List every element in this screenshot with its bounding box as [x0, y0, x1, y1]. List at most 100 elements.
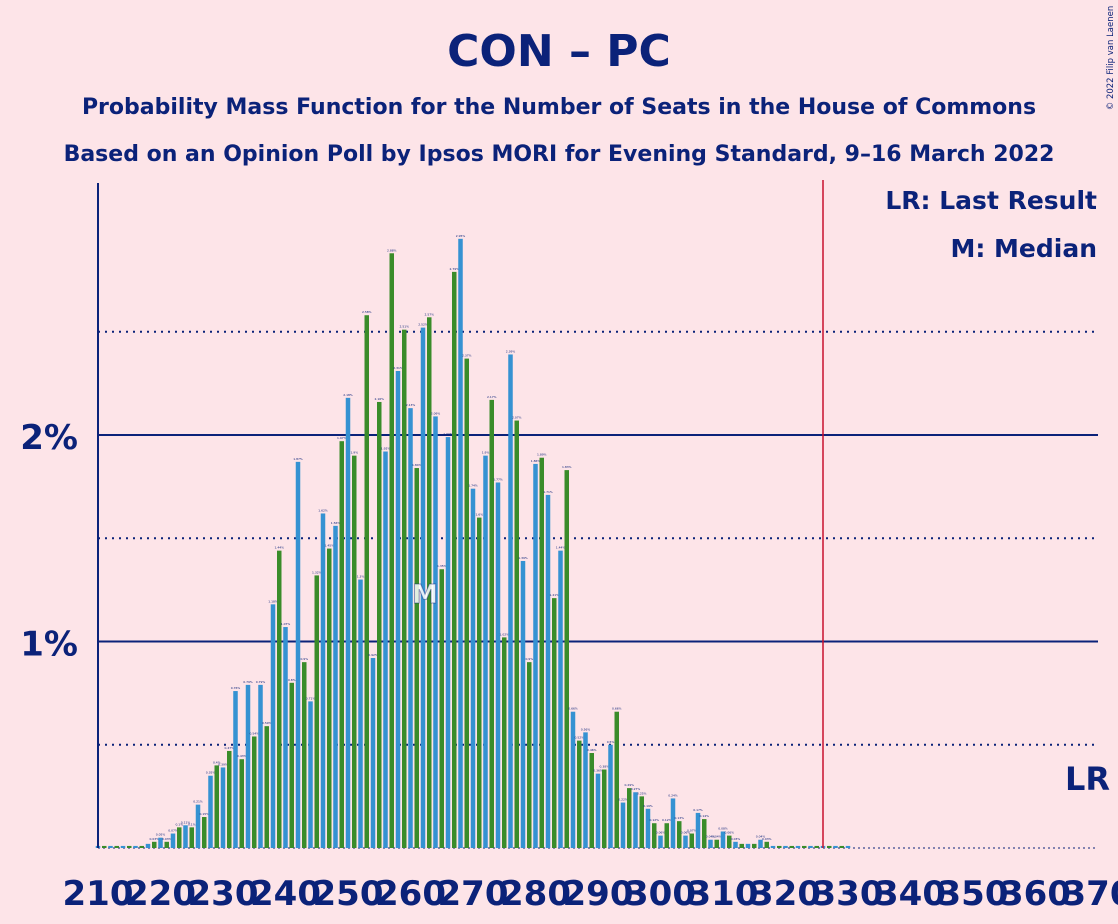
- bar: [327, 548, 332, 848]
- x-axis: 2102202302402502602702802903003103203303…: [63, 874, 1118, 914]
- bar-value-label: 1.35%: [437, 564, 447, 568]
- bar: [420, 327, 426, 848]
- x-tick-label: 360: [1000, 874, 1071, 914]
- bar: [489, 399, 494, 848]
- bar: [645, 808, 651, 848]
- bar: [558, 550, 563, 848]
- bar: [414, 468, 419, 848]
- bar: [383, 451, 388, 848]
- bar: [783, 845, 788, 848]
- bar: [133, 845, 138, 848]
- bar-value-label: 2.39%: [506, 349, 516, 353]
- bar-value-label: 2.31%: [393, 366, 403, 370]
- bar: [689, 833, 694, 848]
- bar: [483, 455, 488, 848]
- bar: [808, 845, 813, 848]
- bar: [508, 354, 513, 848]
- bar-value-label: 1.3%: [357, 575, 365, 579]
- bar: [839, 845, 844, 848]
- bar-value-label: 1.02%: [499, 632, 509, 636]
- bar: [589, 753, 594, 848]
- bar-value-label: 0.12%: [662, 818, 672, 822]
- bar-value-label: 0.06%: [656, 831, 666, 835]
- bar: [583, 732, 588, 848]
- bar-value-label: 0.56%: [581, 727, 591, 731]
- bar: [402, 329, 407, 848]
- bar-value-label: 0.06%: [724, 831, 734, 835]
- bar-value-label: 1.44%: [556, 546, 566, 550]
- legend-median: M: Median: [950, 234, 1097, 263]
- x-tick-label: 340: [875, 874, 946, 914]
- x-tick-label: 330: [813, 874, 884, 914]
- bar: [202, 817, 207, 848]
- x-tick-label: 220: [125, 874, 196, 914]
- bar: [464, 358, 469, 848]
- bar-value-label: 0.59%: [262, 721, 272, 725]
- bar-value-label: 2.52%: [418, 323, 428, 327]
- x-tick-label: 280: [500, 874, 571, 914]
- x-tick-label: 300: [625, 874, 696, 914]
- credit-text: © 2022 Filip van Laenen: [1106, 6, 1116, 111]
- bar: [714, 839, 719, 848]
- bar: [314, 575, 319, 848]
- bar: [570, 711, 576, 848]
- bar: [220, 767, 226, 848]
- bar: [114, 845, 119, 848]
- bar: [595, 773, 601, 848]
- chart-title: CON – PC: [447, 26, 671, 77]
- bar-value-label: 0.29%: [624, 783, 634, 787]
- x-tick-label: 210: [63, 874, 134, 914]
- bar: [277, 550, 282, 848]
- bar-value-label: 0.04%: [706, 835, 716, 839]
- bar: [283, 627, 288, 848]
- bar: [189, 827, 194, 848]
- bar-value-label: 1.84%: [412, 463, 422, 467]
- bar: [758, 839, 763, 848]
- bar: [208, 775, 213, 848]
- bar: [777, 845, 782, 848]
- x-tick-label: 310: [688, 874, 759, 914]
- bar: [633, 792, 638, 848]
- bar-value-label: 0.9%: [525, 657, 533, 661]
- bar: [395, 370, 401, 848]
- bar: [502, 637, 507, 848]
- bar-value-label: 0.14%: [699, 814, 709, 818]
- bar: [389, 253, 394, 848]
- bar-value-label: 0.66%: [568, 707, 578, 711]
- bar-value-label: 0.03%: [162, 837, 172, 841]
- bar-value-label: 0.03%: [762, 837, 772, 841]
- bar-value-label: 0.17%: [693, 808, 703, 812]
- bar-value-label: 1.74%: [468, 484, 478, 488]
- bar: [152, 841, 157, 848]
- bar-value-label: 2.51%: [399, 325, 409, 329]
- bar: [658, 835, 663, 848]
- bar: [252, 736, 257, 848]
- bar-value-label: 1.77%: [493, 477, 503, 481]
- bar-value-label: 0.46%: [587, 748, 597, 752]
- bar-value-label: 2.17%: [487, 395, 497, 399]
- bar: [108, 845, 113, 848]
- bar: [177, 827, 182, 848]
- bar: [764, 841, 769, 848]
- x-tick-label: 260: [375, 874, 446, 914]
- bar-value-label: 2.07%: [512, 416, 522, 420]
- bar: [433, 416, 438, 848]
- bar-value-label: 1.86%: [531, 459, 541, 463]
- bar: [470, 488, 476, 848]
- bar-value-label: 1.07%: [281, 622, 291, 626]
- bar: [695, 812, 701, 848]
- bar-value-label: 0.54%: [249, 731, 259, 735]
- bar-value-label: 0.04%: [756, 835, 766, 839]
- bar: [814, 845, 819, 848]
- bar: [183, 825, 188, 848]
- bar-value-label: 1.9%: [350, 451, 358, 455]
- bar-value-label: 2.13%: [406, 403, 416, 407]
- bar-value-label: 1.56%: [331, 521, 341, 525]
- bar: [439, 569, 444, 848]
- bar-value-label: 1.89%: [537, 453, 547, 457]
- bar-value-label: 2.95%: [456, 234, 466, 238]
- bar: [552, 598, 557, 848]
- bar: [227, 750, 232, 848]
- bar-value-label: 0.06%: [681, 831, 691, 835]
- bar: [720, 831, 726, 848]
